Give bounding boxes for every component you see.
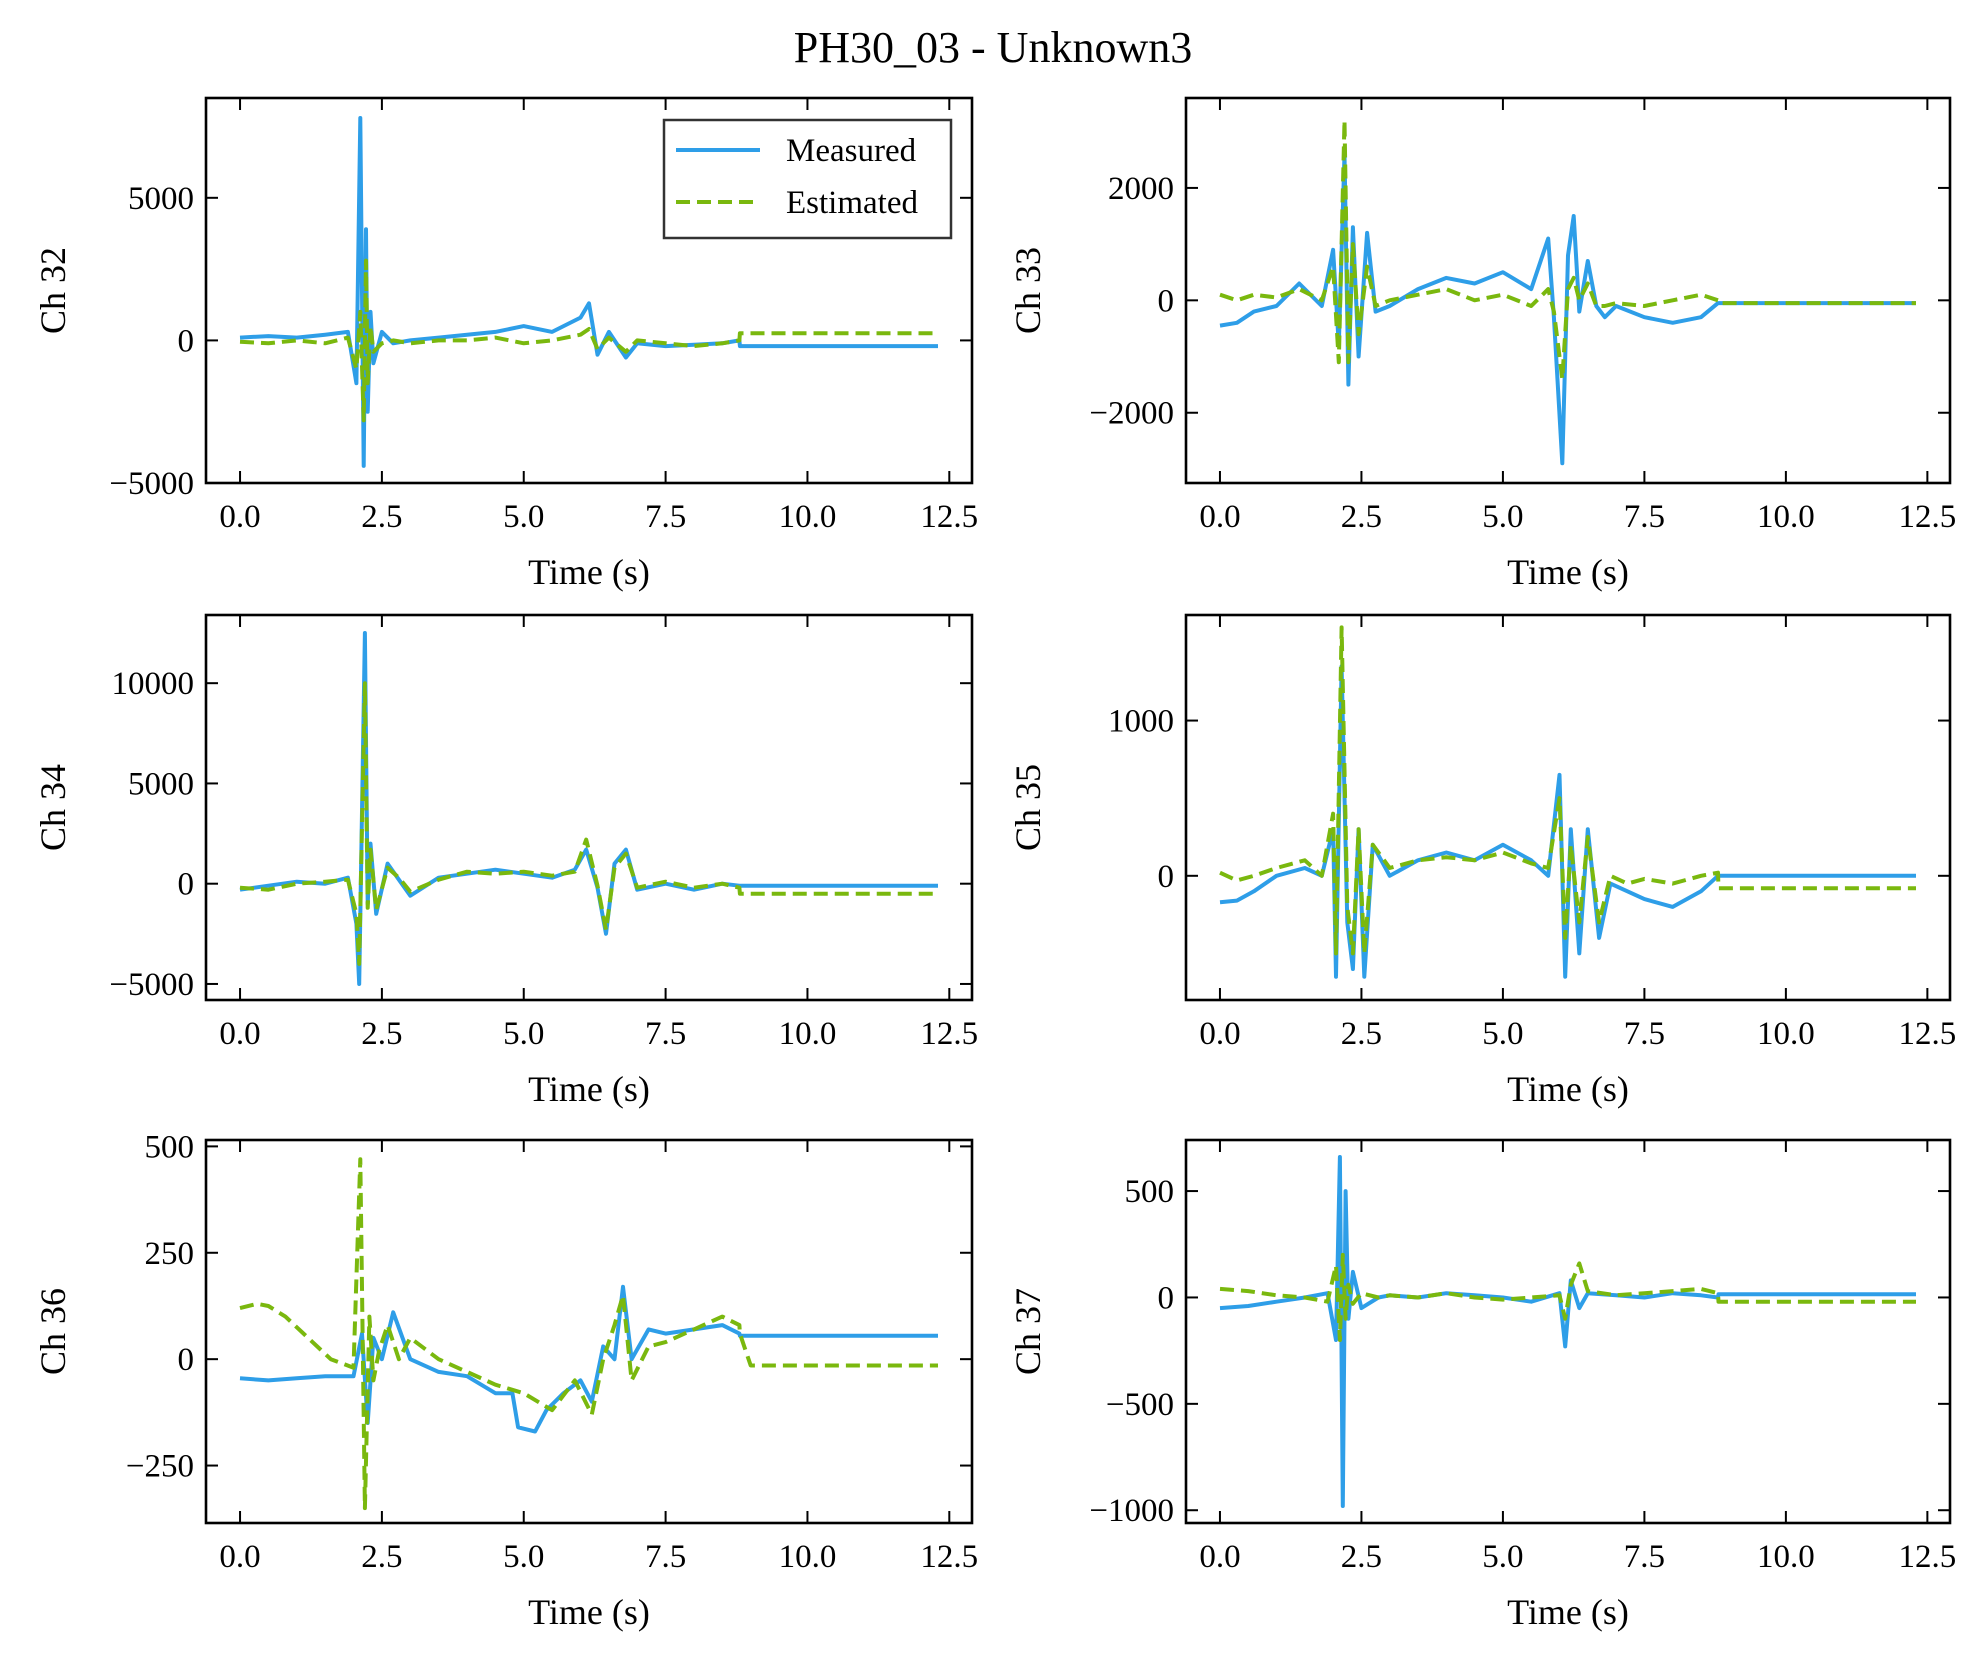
subplot-3: 0.0 2.5 5.0 7.5 10.0 12.5 −5000 0 5000 10000 Time … [33,613,978,1109]
axes-frame [1184,1138,1952,1525]
y-axis-label: Ch 34 [33,764,73,851]
y-tick-label: 0 [1158,1280,1175,1316]
series-line-estimated [1219,118,1916,381]
x-tick-label: 5.0 [503,1016,544,1052]
x-tick-label: 10.0 [779,499,837,535]
subplot-4: 0.0 2.5 5.0 7.5 10.0 12.5 0 1000 Time (s) Ch 35 [1008,613,1956,1109]
axes-frame [204,1138,974,1525]
subplot-5: 0.0 2.5 5.0 7.5 10.0 12.5 −250 0 250 500 Time (s) C… [33,1129,978,1632]
x-tick-label: 10.0 [779,1016,837,1052]
x-tick-label: 0.0 [219,1539,260,1575]
x-tick-label: 2.5 [361,1016,402,1052]
x-tick-label: 5.0 [503,499,544,535]
x-axis-label: Time (s) [1507,552,1629,592]
x-tick-label: 12.5 [1898,1016,1956,1052]
x-tick-label: 12.5 [1898,499,1956,535]
y-axis-label: Ch 37 [1008,1288,1048,1375]
y-tick-label: 10000 [112,666,195,702]
x-axis-label: Time (s) [528,552,650,592]
x-tick-label: 5.0 [1482,1539,1523,1575]
axes-frame [1184,96,1952,485]
x-tick-label: 2.5 [1341,1539,1382,1575]
y-tick-label: 0 [178,867,195,903]
x-tick-label: 5.0 [1482,499,1523,535]
x-tick-label: 7.5 [645,1016,686,1052]
y-tick-label: 500 [1125,1174,1175,1210]
x-tick-label: 2.5 [1341,1016,1382,1052]
y-tick-label: 2000 [1108,171,1174,207]
y-tick-label: −250 [126,1449,194,1485]
y-tick-label: −5000 [109,967,194,1003]
x-tick-label: 0.0 [1199,1016,1240,1052]
y-axis-label: Ch 33 [1008,247,1048,334]
y-tick-label: 0 [178,1342,195,1378]
series-line-estimated [239,681,938,966]
series-line-measured [239,631,938,986]
x-tick-label: 7.5 [1624,1539,1665,1575]
x-axis-label: Time (s) [1507,1592,1629,1632]
x-tick-label: 10.0 [779,1539,837,1575]
subplot-1: 0.0 2.5 5.0 7.5 10.0 12.5 −5000 0 5000 Time (s) Ch… [33,96,978,592]
y-tick-label: −2000 [1089,396,1174,432]
y-tick-label: 500 [145,1129,195,1165]
x-tick-label: 12.5 [920,1016,978,1052]
x-tick-label: 5.0 [503,1539,544,1575]
x-tick-label: 2.5 [361,499,402,535]
legend-label-measured: Measured [786,133,917,169]
x-tick-label: 0.0 [219,1016,260,1052]
y-tick-label: 1000 [1108,704,1174,740]
figure-title: PH30_03 - Unknown3 [794,23,1192,72]
y-tick-label: 5000 [128,766,194,802]
y-tick-label: 0 [178,323,195,359]
legend-label-estimated: Estimated [786,185,918,221]
y-tick-label: −5000 [109,466,194,502]
subplot-2: 0.0 2.5 5.0 7.5 10.0 12.5 −2000 0 2000 Time (s) Ch… [1008,96,1956,592]
x-axis-label: Time (s) [1507,1069,1629,1109]
y-axis-label: Ch 36 [33,1288,73,1375]
x-tick-label: 0.0 [1199,1539,1240,1575]
x-axis-label: Time (s) [528,1069,650,1109]
series-line-measured [239,1284,938,1434]
x-tick-label: 7.5 [1624,1016,1665,1052]
legend-box [662,118,953,240]
series-line-measured [1219,1155,1916,1508]
axes-frame [204,613,974,1002]
series-line-estimated [239,1157,938,1511]
x-tick-label: 10.0 [1757,499,1815,535]
y-axis-label: Ch 35 [1008,764,1048,851]
x-tick-label: 7.5 [645,499,686,535]
x-tick-label: 2.5 [1341,499,1382,535]
x-tick-label: 5.0 [1482,1016,1523,1052]
axes-frame [204,96,974,485]
y-tick-label: −500 [1106,1387,1174,1423]
x-tick-label: 12.5 [920,1539,978,1575]
series-line-estimated [1219,625,1916,956]
series-line-estimated [239,258,938,423]
x-tick-label: 0.0 [1199,499,1240,535]
x-tick-label: 7.5 [1624,499,1665,535]
y-tick-label: −1000 [1089,1493,1174,1529]
x-tick-label: 10.0 [1757,1539,1815,1575]
legend: Measured Estimated [662,118,953,240]
x-tick-label: 12.5 [920,499,978,535]
x-axis-label: Time (s) [528,1592,650,1632]
series-line-estimated [1219,1252,1916,1342]
subplot-6: 0.0 2.5 5.0 7.5 10.0 12.5 −1000 −500 0 500 Time (s… [1008,1138,1956,1632]
x-tick-label: 2.5 [361,1539,402,1575]
y-axis-label: Ch 32 [33,247,73,334]
x-tick-label: 10.0 [1757,1016,1815,1052]
y-tick-label: 5000 [128,181,194,217]
y-tick-label: 0 [1158,283,1175,319]
y-tick-label: 250 [145,1236,195,1272]
y-tick-label: 0 [1158,859,1175,895]
x-tick-label: 7.5 [645,1539,686,1575]
series-line-measured [1219,664,1916,979]
x-tick-label: 0.0 [219,499,260,535]
series-line-measured [1219,152,1916,466]
x-tick-label: 12.5 [1898,1539,1956,1575]
axes-frame [1184,613,1952,1002]
